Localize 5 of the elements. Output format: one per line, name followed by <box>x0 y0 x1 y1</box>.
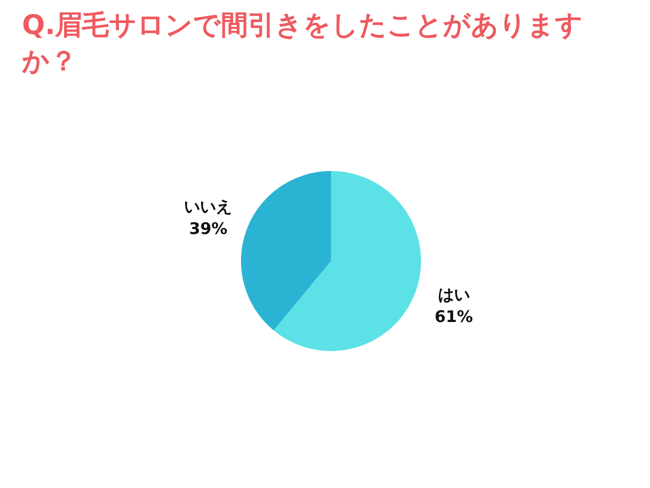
data-label: 61% <box>434 307 473 326</box>
slice-label: いいえ <box>184 196 232 216</box>
data-label: 39% <box>189 218 228 238</box>
chart-title: Q.眉毛サロンで間引きをしたことがありますか？ <box>22 9 584 79</box>
slice-label: はい <box>438 285 470 304</box>
